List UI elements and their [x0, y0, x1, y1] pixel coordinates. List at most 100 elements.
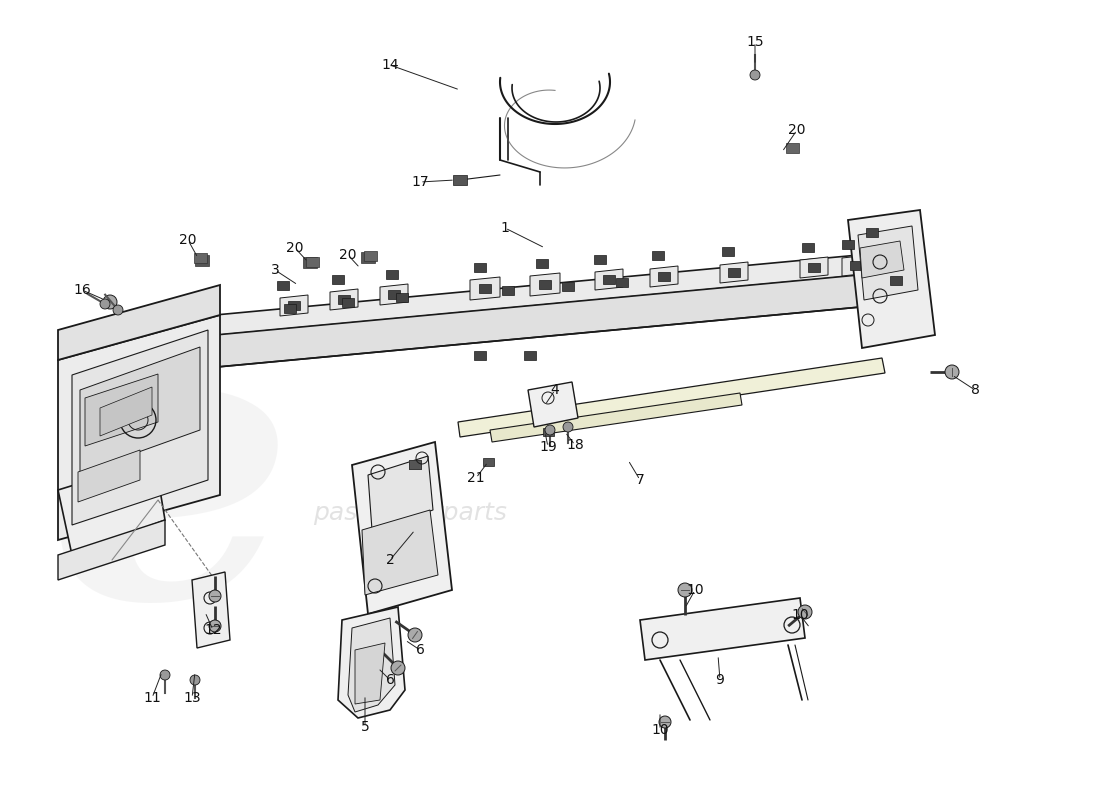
Bar [409, 459, 421, 469]
Text: 6: 6 [386, 673, 395, 687]
Bar [652, 250, 664, 259]
Bar [409, 459, 421, 469]
Circle shape [103, 295, 117, 309]
Circle shape [563, 422, 573, 432]
Text: 11: 11 [143, 691, 161, 705]
Bar [306, 257, 319, 267]
Bar [302, 257, 317, 267]
Polygon shape [58, 460, 165, 555]
Bar [284, 303, 296, 313]
Text: 20: 20 [286, 241, 304, 255]
Bar [361, 251, 375, 262]
Text: 7: 7 [636, 473, 645, 487]
Text: e: e [46, 302, 294, 678]
Bar [396, 293, 408, 302]
Circle shape [798, 605, 812, 619]
Bar [524, 350, 536, 359]
Bar [594, 254, 606, 263]
Circle shape [160, 670, 170, 680]
Bar [453, 175, 468, 185]
Text: 21: 21 [468, 471, 485, 485]
Bar [866, 227, 878, 237]
Bar [728, 267, 740, 277]
Polygon shape [490, 393, 742, 442]
Polygon shape [368, 456, 433, 530]
Text: 10: 10 [791, 608, 808, 622]
Text: 20: 20 [179, 233, 197, 247]
Polygon shape [595, 269, 623, 290]
Polygon shape [80, 347, 200, 473]
Polygon shape [640, 598, 805, 660]
Bar [785, 143, 799, 153]
Text: 19: 19 [539, 440, 557, 454]
Polygon shape [530, 273, 560, 296]
Polygon shape [280, 295, 308, 316]
Text: 13: 13 [184, 691, 201, 705]
Circle shape [390, 661, 405, 675]
Text: 12: 12 [205, 623, 222, 637]
Bar [363, 251, 376, 261]
Text: 6: 6 [416, 643, 425, 657]
Circle shape [209, 620, 221, 632]
Text: 10: 10 [651, 723, 669, 737]
Polygon shape [78, 450, 140, 502]
Polygon shape [72, 330, 208, 525]
Text: 20: 20 [339, 248, 356, 262]
Bar [474, 350, 486, 359]
Text: 4: 4 [551, 383, 560, 397]
Text: 16: 16 [73, 283, 91, 297]
Bar [658, 271, 670, 281]
Bar [603, 274, 615, 283]
Bar [194, 253, 207, 263]
Bar [536, 258, 548, 267]
Bar [388, 290, 400, 298]
Bar [539, 279, 551, 289]
Circle shape [100, 299, 110, 309]
Polygon shape [848, 210, 935, 348]
Polygon shape [842, 255, 870, 276]
Bar [483, 458, 494, 466]
Polygon shape [858, 226, 918, 300]
Bar [808, 262, 820, 271]
Polygon shape [720, 262, 748, 283]
Bar [332, 274, 344, 283]
Polygon shape [470, 277, 500, 300]
Circle shape [209, 590, 221, 602]
Text: 1: 1 [500, 221, 509, 235]
Circle shape [544, 425, 556, 435]
Bar [616, 278, 628, 286]
Text: 3: 3 [271, 263, 279, 277]
Polygon shape [58, 315, 220, 540]
Polygon shape [85, 374, 158, 446]
Bar [386, 270, 398, 278]
Text: 10: 10 [686, 583, 704, 597]
Polygon shape [214, 273, 882, 367]
Polygon shape [58, 520, 165, 580]
Bar [474, 262, 486, 271]
Text: 5: 5 [361, 720, 370, 734]
Bar [722, 246, 734, 255]
Polygon shape [528, 382, 578, 427]
Text: 20: 20 [789, 123, 805, 137]
Polygon shape [214, 253, 886, 335]
Polygon shape [58, 285, 220, 360]
Polygon shape [100, 387, 152, 436]
Polygon shape [348, 618, 395, 712]
Text: 15: 15 [746, 35, 763, 49]
Circle shape [408, 628, 422, 642]
Polygon shape [458, 358, 886, 437]
Polygon shape [338, 607, 405, 718]
Polygon shape [330, 289, 358, 310]
Polygon shape [362, 510, 438, 595]
Bar [890, 275, 902, 285]
Text: 14: 14 [382, 58, 399, 72]
Bar [502, 286, 514, 294]
Bar [562, 282, 574, 290]
Bar [277, 281, 289, 290]
Bar [342, 298, 354, 306]
Polygon shape [192, 572, 230, 648]
Bar [478, 283, 491, 293]
Text: passionforparts
1985: passionforparts 1985 [314, 502, 507, 558]
Polygon shape [355, 643, 385, 704]
Polygon shape [800, 257, 828, 278]
